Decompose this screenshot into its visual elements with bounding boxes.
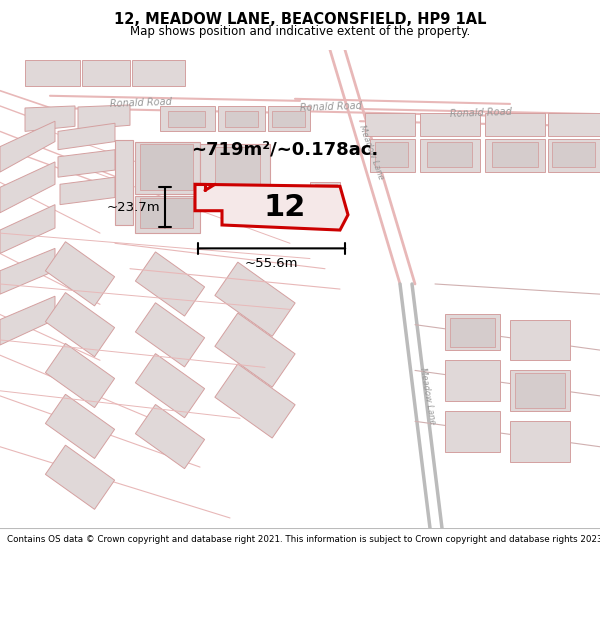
Polygon shape: [375, 141, 408, 167]
Polygon shape: [215, 313, 295, 388]
Polygon shape: [132, 60, 185, 86]
Polygon shape: [272, 111, 305, 128]
Polygon shape: [445, 314, 500, 350]
Polygon shape: [268, 106, 310, 131]
Polygon shape: [215, 147, 260, 188]
Polygon shape: [420, 113, 480, 136]
Polygon shape: [510, 371, 570, 411]
Text: 12: 12: [264, 193, 306, 222]
Polygon shape: [46, 344, 115, 408]
Polygon shape: [485, 113, 545, 136]
Text: Ronald Road: Ronald Road: [300, 101, 362, 113]
Polygon shape: [315, 184, 337, 215]
Polygon shape: [200, 144, 270, 192]
Polygon shape: [510, 421, 570, 462]
Polygon shape: [58, 150, 115, 177]
Polygon shape: [225, 111, 258, 128]
Polygon shape: [450, 318, 495, 347]
Text: ~23.7m: ~23.7m: [106, 201, 160, 214]
Polygon shape: [310, 182, 340, 218]
Text: ~55.6m: ~55.6m: [245, 256, 298, 269]
Polygon shape: [552, 141, 595, 167]
Polygon shape: [160, 106, 215, 131]
Polygon shape: [515, 374, 565, 408]
Polygon shape: [215, 364, 295, 438]
Text: Ronald Road: Ronald Road: [110, 97, 172, 109]
Polygon shape: [195, 184, 348, 230]
Polygon shape: [46, 445, 115, 509]
Polygon shape: [25, 106, 75, 131]
Polygon shape: [136, 302, 205, 367]
Polygon shape: [445, 411, 500, 452]
Polygon shape: [445, 360, 500, 401]
Polygon shape: [548, 139, 600, 172]
Polygon shape: [548, 113, 600, 136]
Polygon shape: [427, 141, 472, 167]
Polygon shape: [140, 144, 193, 191]
Text: 12, MEADOW LANE, BEACONSFIELD, HP9 1AL: 12, MEADOW LANE, BEACONSFIELD, HP9 1AL: [114, 12, 486, 28]
Polygon shape: [365, 113, 415, 136]
Polygon shape: [135, 196, 200, 233]
Text: Ronald Road: Ronald Road: [450, 107, 512, 119]
Polygon shape: [136, 404, 205, 469]
Polygon shape: [492, 141, 538, 167]
Polygon shape: [136, 354, 205, 418]
Text: Meadow Lane: Meadow Lane: [357, 123, 385, 181]
Polygon shape: [215, 262, 295, 336]
Polygon shape: [0, 248, 55, 294]
Polygon shape: [60, 177, 115, 204]
Polygon shape: [25, 60, 80, 86]
Polygon shape: [46, 394, 115, 459]
Polygon shape: [78, 105, 130, 129]
Polygon shape: [485, 139, 545, 172]
Polygon shape: [0, 121, 55, 172]
Polygon shape: [135, 141, 200, 194]
Polygon shape: [0, 296, 55, 345]
Polygon shape: [136, 252, 205, 316]
Polygon shape: [140, 198, 193, 228]
Polygon shape: [420, 139, 480, 172]
Polygon shape: [0, 204, 55, 254]
Polygon shape: [510, 319, 570, 360]
Polygon shape: [82, 60, 130, 86]
Polygon shape: [168, 111, 205, 128]
Text: Contains OS data © Crown copyright and database right 2021. This information is : Contains OS data © Crown copyright and d…: [7, 535, 600, 544]
Polygon shape: [370, 139, 415, 172]
Text: ~719m²/~0.178ac.: ~719m²/~0.178ac.: [191, 141, 379, 159]
Polygon shape: [218, 106, 265, 131]
Text: Map shows position and indicative extent of the property.: Map shows position and indicative extent…: [130, 24, 470, 38]
Polygon shape: [0, 162, 55, 212]
Polygon shape: [58, 123, 115, 150]
Polygon shape: [115, 139, 133, 225]
Polygon shape: [46, 242, 115, 306]
Text: Meadow Lane: Meadow Lane: [418, 367, 437, 425]
Polygon shape: [46, 292, 115, 357]
